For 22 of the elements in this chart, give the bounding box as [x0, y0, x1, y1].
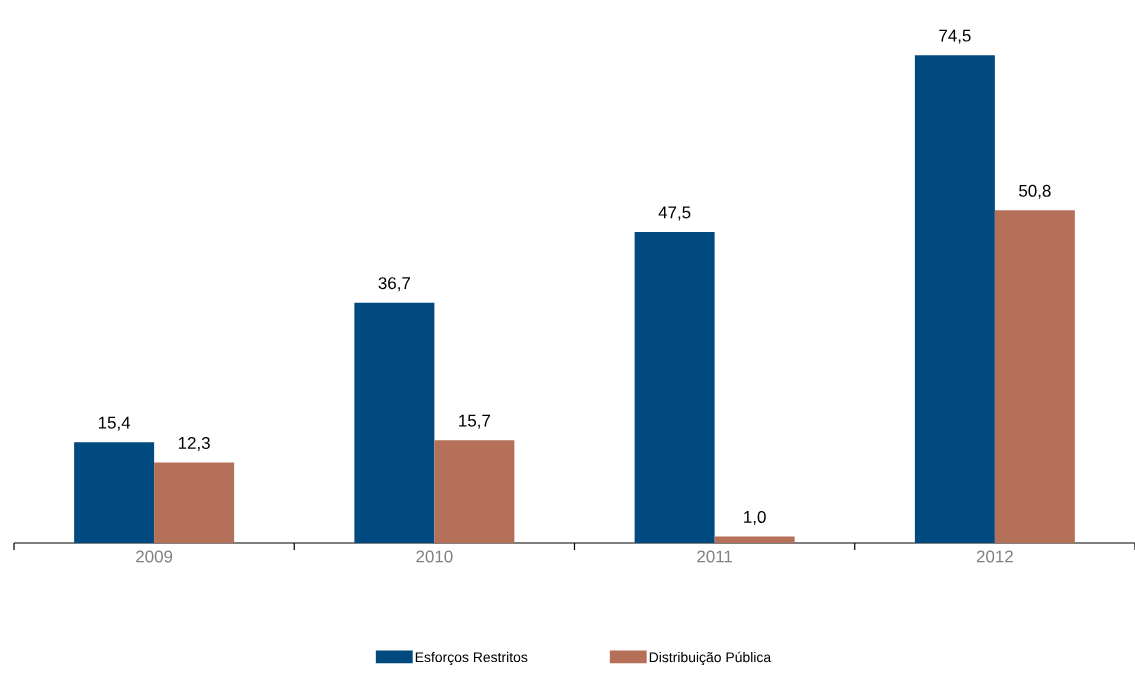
legend-label: Esforços Restritos	[415, 651, 528, 665]
bar	[354, 302, 435, 543]
x-tick-label: 2012	[976, 550, 1013, 563]
bar	[634, 231, 715, 543]
bar	[154, 462, 235, 543]
data-label: 47,5	[658, 206, 691, 221]
legend-label: Distribuição Pública	[649, 651, 772, 666]
data-label: 15,7	[459, 414, 490, 429]
x-tick-label: 2009	[136, 550, 173, 563]
bar	[914, 55, 995, 543]
bar	[714, 536, 795, 543]
bar	[434, 440, 515, 543]
bar	[74, 442, 155, 543]
data-label: 12,3	[178, 436, 210, 451]
data-label: 74,5	[939, 29, 971, 44]
x-tick-label: 2010	[416, 550, 453, 563]
data-label: 50,8	[1019, 184, 1051, 199]
bar	[994, 210, 1075, 543]
data-label: 15,4	[98, 416, 131, 431]
x-tick-label: 2011	[697, 550, 732, 563]
data-label: 36,7	[378, 277, 410, 292]
data-label: 1,0	[744, 510, 766, 525]
